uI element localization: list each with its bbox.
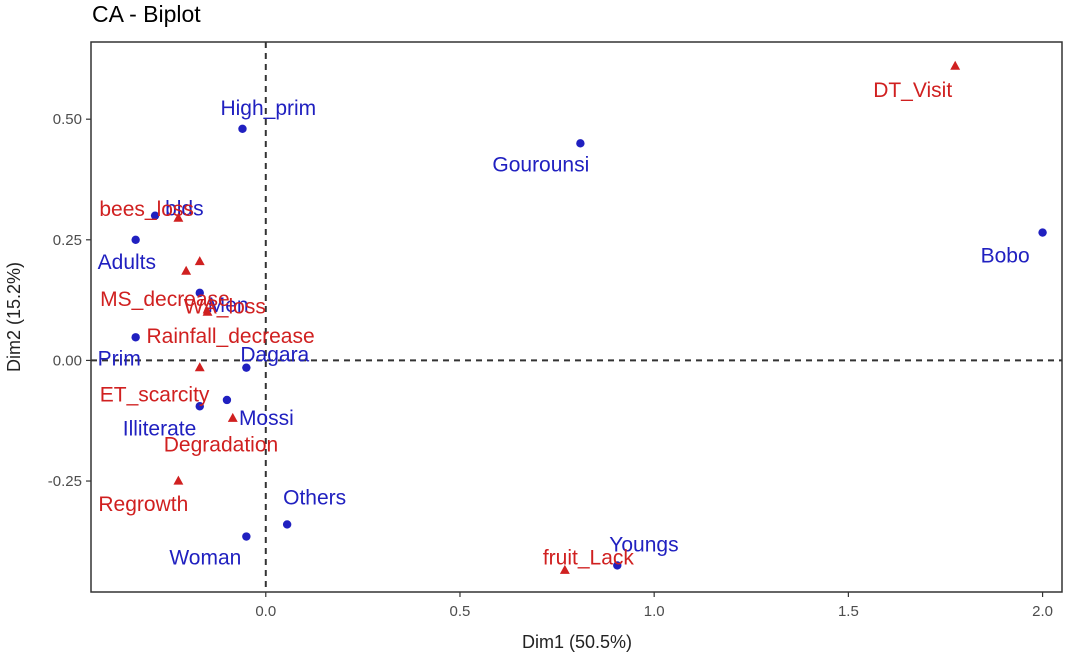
x-tick-label: 2.0 [1032,603,1053,620]
point-label-regrowth: Regrowth [98,493,188,516]
plot-panel-border [90,41,1063,593]
point-label-dagara: Dagara [240,344,309,367]
point-blds [150,211,160,220]
point-label-ms-decrease: MS_decrease [100,288,230,311]
point-label-illiterate: Illiterate [123,417,197,440]
chart-title: CA - Biplot [92,1,201,27]
point-label-others: Others [283,486,346,509]
point-bees-loss [173,212,184,222]
point-label-gourounsi: Gourounsi [492,153,589,176]
point-men [195,288,204,298]
point-bobo [1038,228,1047,237]
point-degradation [227,412,238,422]
point-label-bees-loss: bees_loss [99,198,194,221]
x-tick-label: 1.0 [644,603,665,620]
x-tick-label: 1.5 [838,603,859,620]
point-label-men: Men [208,294,249,317]
point-label-youngs: Youngs [609,533,678,556]
x-axis-label: Dim1 (50.5%) [522,632,632,652]
point-label-blds: blds [165,198,204,221]
point-woman [242,532,251,541]
point-label-prim: Prim [98,347,141,370]
y-axis-label: Dim2 (15.2%) [4,262,24,372]
point-label-bobo: Bobo [981,245,1030,268]
point-gourounsi [576,139,585,148]
point-label-adults: Adults [98,251,156,274]
point-label-woman: Woman [169,547,241,570]
x-tick-label: 0.0 [255,603,276,620]
point-label-et-scarcity: ET_scarcity [100,384,210,407]
point-label-mossi: Mossi [239,407,294,430]
point-regrowth [173,475,184,485]
point-rainfall-decrease [202,306,213,316]
point-label-rainfall-decrease: Rainfall_decrease [147,325,315,348]
point-fruit-lack [559,564,570,574]
point-label-high-prim: High_prim [220,97,316,120]
point-label-fruit-lack: fruit_Lack [543,546,635,569]
point-youngs [613,561,622,570]
point-mossi [222,395,232,405]
y-tick-label: 0.25 [53,232,82,249]
point-label-degradation: Degradation [164,433,278,456]
point-high-prim [238,124,247,134]
point-label-dt-visit: DT_Visit [873,79,952,102]
point-ms-decrease [181,265,192,275]
point-illiterate [195,402,204,411]
point-others [282,520,292,529]
y-tick-label: -0.25 [48,473,82,490]
point-wa-loss [194,256,205,266]
point-adults [131,235,140,245]
x-tick-label: 0.5 [450,603,471,620]
point-et-scarcity [194,362,205,372]
point-dt-visit [950,60,961,70]
y-tick-label: 0.00 [53,352,82,369]
point-dagara [242,363,251,372]
point-prim [131,333,140,342]
y-tick-label: 0.50 [53,111,82,128]
